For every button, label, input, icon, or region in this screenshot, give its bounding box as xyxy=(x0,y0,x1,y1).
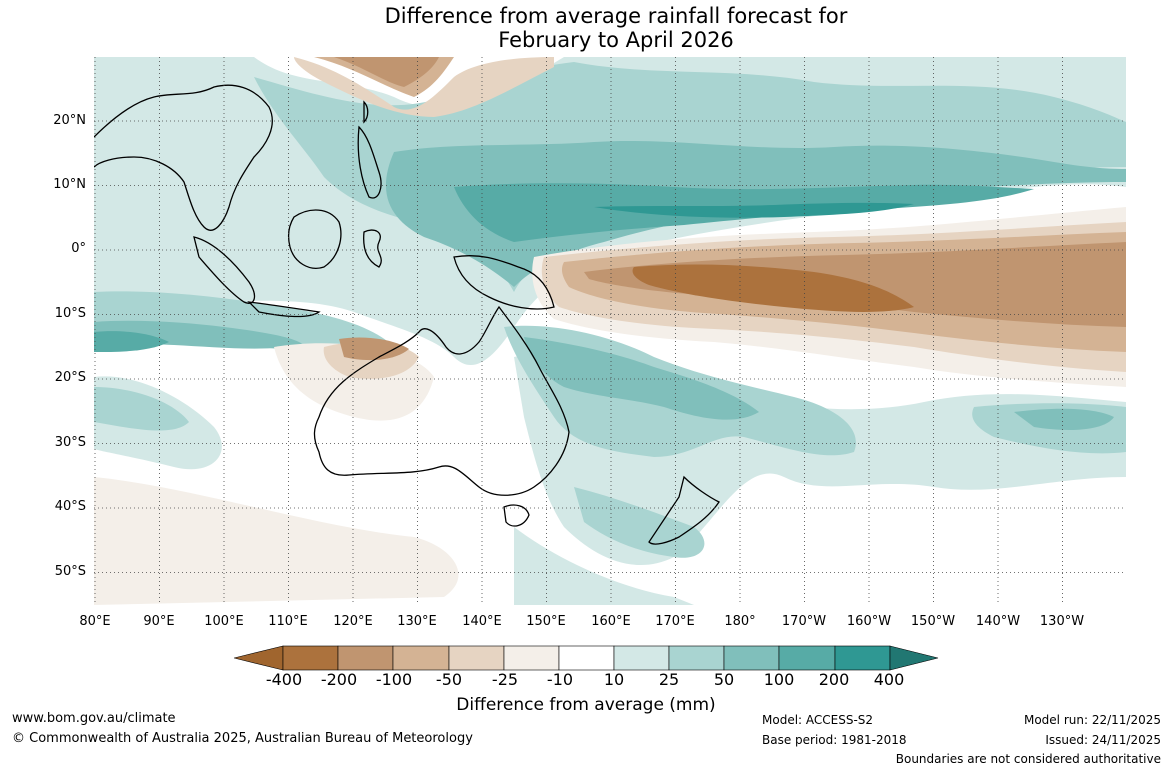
dry-core xyxy=(632,264,914,312)
taiwan-coastline xyxy=(363,100,369,124)
lon-label-140w: 140°W xyxy=(975,614,1021,629)
colorbar-bin-4 xyxy=(448,645,505,671)
colorbar xyxy=(234,645,939,671)
wet-max xyxy=(594,202,914,218)
dry-region-severe-nw xyxy=(334,57,439,87)
lat-label-20n: 20°N xyxy=(53,113,86,128)
lon-label-170e: 170°E xyxy=(655,614,695,629)
colorbar-label-10: 10 xyxy=(603,670,625,689)
tasmania-coastline xyxy=(503,504,530,527)
colorbar-label-50: 50 xyxy=(713,670,735,689)
lat-label-20s: 20°S xyxy=(54,370,86,385)
colorbar-label-m25: -25 xyxy=(491,670,519,689)
new-guinea-coastline xyxy=(453,255,555,310)
colorbar-bin-11 xyxy=(834,645,891,671)
lat-label-30s: 30°S xyxy=(54,435,86,450)
footer-base-period: Base period: 1981-2018 xyxy=(762,733,907,747)
colorbar-extend-low xyxy=(234,645,284,671)
lon-label-130e: 130°E xyxy=(397,614,437,629)
lat-label-10n: 10°N xyxy=(53,177,86,192)
footer-disclaimer: Boundaries are not considered authoritat… xyxy=(895,752,1161,766)
lon-label-170w: 170°W xyxy=(781,614,827,629)
lon-label-150w: 150°W xyxy=(910,614,956,629)
lon-label-100e: 100°E xyxy=(204,614,244,629)
colorbar-label-400: 400 xyxy=(873,670,905,689)
philippines-coastline xyxy=(357,125,382,199)
colorbar-label-m100: -100 xyxy=(375,670,413,689)
colorbar-bin-10 xyxy=(778,645,836,671)
lat-label-40s: 40°S xyxy=(54,499,86,514)
new-zealand-coastline xyxy=(648,475,720,545)
rainfall-anomaly-map xyxy=(94,57,1126,605)
lat-label-0: 0° xyxy=(71,241,86,256)
lon-label-150e: 150°E xyxy=(526,614,566,629)
lon-label-90e: 90°E xyxy=(143,614,175,629)
dry-core-aus xyxy=(339,337,409,361)
colorbar-bin-5 xyxy=(503,645,560,671)
colorbar-label-m50: -50 xyxy=(435,670,463,689)
wet-region-strong-e xyxy=(1014,408,1114,430)
colorbar-label-m10: -10 xyxy=(546,670,574,689)
lon-label-110e: 110°E xyxy=(268,614,308,629)
footer-url[interactable]: www.bom.gov.au/climate xyxy=(12,711,176,726)
colorbar-label-m400: -400 xyxy=(265,670,303,689)
wet-region-medium-west xyxy=(94,291,394,353)
wet-core-west xyxy=(94,331,169,352)
lon-label-80e: 80°E xyxy=(79,614,111,629)
footer-copyright: © Commonwealth of Australia 2025, Austra… xyxy=(12,731,473,746)
graticule xyxy=(94,57,1126,605)
colorbar-bin-7 xyxy=(613,645,670,671)
colorbar-label-100: 100 xyxy=(763,670,795,689)
title-line-1: Difference from average rainfall forecas… xyxy=(384,4,848,28)
colorbar-label-200: 200 xyxy=(818,670,850,689)
asia-coastline xyxy=(94,84,273,231)
colorbar-bin-9 xyxy=(723,645,780,671)
wet-region-strong xyxy=(385,140,1126,287)
colorbar-bin-1 xyxy=(282,645,339,671)
lat-label-10s: 10°S xyxy=(54,306,86,321)
lon-label-160e: 160°E xyxy=(591,614,631,629)
dry-region-light-s xyxy=(94,477,459,605)
lon-label-160w: 160°W xyxy=(846,614,892,629)
lon-label-130w: 130°W xyxy=(1039,614,1085,629)
lat-label-50s: 50°S xyxy=(54,564,86,579)
sulawesi-coastline xyxy=(363,229,382,268)
colorbar-label-m200: -200 xyxy=(320,670,358,689)
colorbar-title: Difference from average (mm) xyxy=(456,695,716,715)
wet-region-light-south xyxy=(514,527,694,605)
australia-coastline xyxy=(313,305,570,496)
colorbar-extend-high xyxy=(889,645,939,671)
colorbar-bin-6 xyxy=(558,645,615,671)
chart-title: Difference from average rainfall forecas… xyxy=(0,4,1173,52)
colorbar-bin-3 xyxy=(392,645,450,671)
wet-region-strong-sp xyxy=(524,337,759,420)
colorbar-label-25: 25 xyxy=(658,670,680,689)
title-line-2: February to April 2026 xyxy=(498,28,734,52)
coastlines xyxy=(94,84,720,545)
colorbar-bin-2 xyxy=(337,645,394,671)
lon-label-140e: 140°E xyxy=(462,614,502,629)
colorbar-bin-8 xyxy=(668,645,725,671)
footer-model-run: Model run: 22/11/2025 xyxy=(1023,713,1161,727)
lon-label-180: 180° xyxy=(724,614,756,629)
footer-model: Model: ACCESS-S2 xyxy=(762,713,874,727)
dry-region-mod-nw xyxy=(294,57,554,117)
wet-region-medium-w xyxy=(94,387,189,431)
anomaly-fields xyxy=(94,57,1126,605)
footer-issued: Issued: 24/11/2025 xyxy=(1045,733,1161,747)
sumatra-coastline xyxy=(193,236,256,304)
lon-label-120e: 120°E xyxy=(333,614,373,629)
